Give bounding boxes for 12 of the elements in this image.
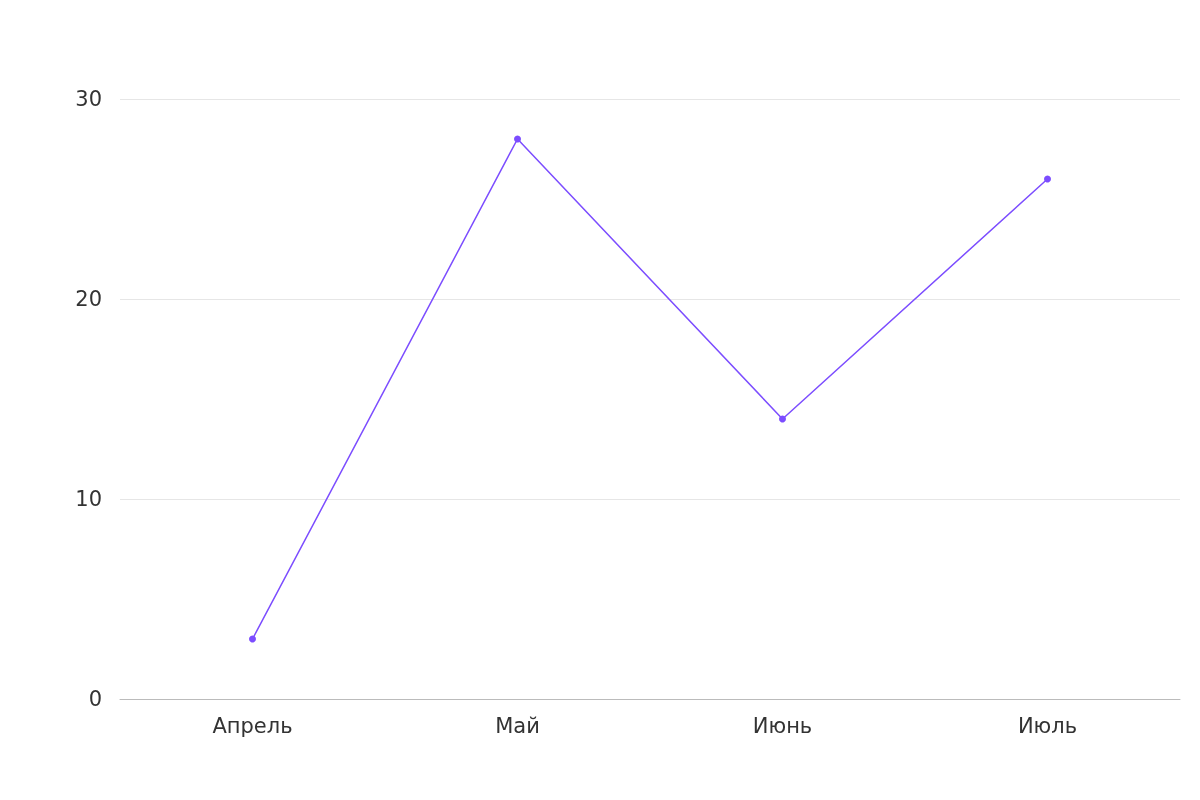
point <box>514 135 521 143</box>
x-tick-label: Июль <box>1017 713 1078 738</box>
point <box>249 635 256 643</box>
x-tick-label: Апрель <box>212 713 293 738</box>
y-tick-label: 30 <box>75 87 102 111</box>
y-tick-label: 0 <box>88 687 102 711</box>
x-tick-label: Июнь <box>752 713 813 738</box>
y-tick-label: 20 <box>75 287 102 311</box>
x-tick-label: Май <box>495 713 540 738</box>
point <box>1044 175 1051 183</box>
point <box>779 415 786 423</box>
y-tick-label: 10 <box>75 487 102 511</box>
